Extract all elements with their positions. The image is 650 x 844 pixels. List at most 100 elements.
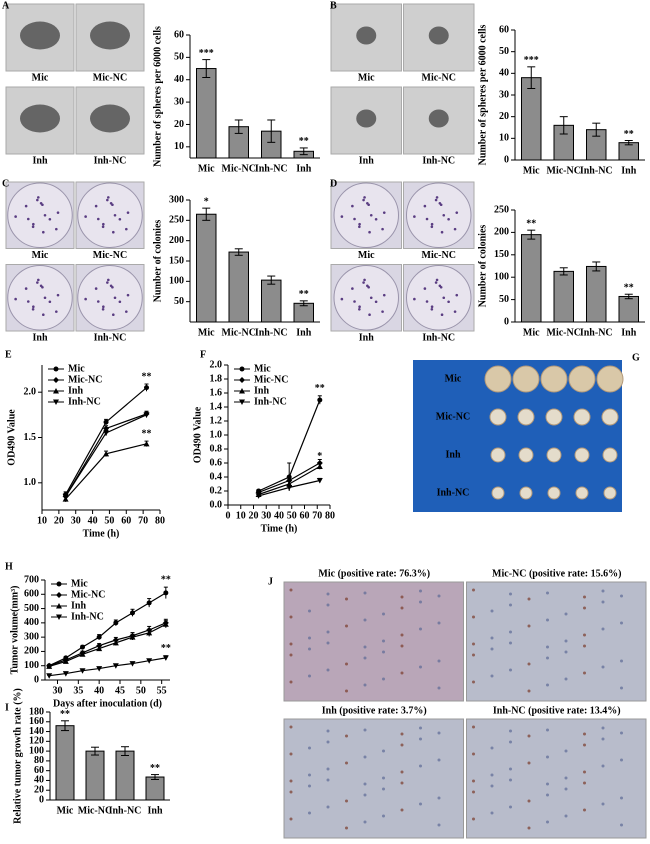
y-tick-label: 1.0 [24,477,37,488]
y-tick-label: 50 [174,296,184,307]
tumor [596,365,624,393]
y-tick-label: 100 [24,660,39,671]
y-tick-label: 200 [24,646,39,657]
marker [146,629,153,636]
colony [363,278,366,282]
photo-caption: Inh (positive rate: 3.7%) [322,705,427,716]
x-tick-label: 60 [300,510,310,521]
colony [106,281,109,284]
x-tick-label: Inh-NC [255,327,288,338]
cell [509,778,512,782]
significance: ** [624,283,634,294]
cell [363,782,367,786]
marker [316,463,323,469]
photo [283,718,464,839]
x-tick-label: 10 [236,510,246,521]
photo-caption: Inh-NC [94,332,127,343]
marker [316,460,323,466]
colony [56,211,60,214]
cell [326,805,330,809]
colony [42,230,45,234]
y-tick-label: 60 [499,24,509,35]
x-tick-label: Inh [621,165,636,176]
panel-letter: C [2,178,9,189]
cell [583,770,586,774]
cell [472,790,475,794]
cell [490,773,494,777]
x-tick-label: 70 [312,510,322,521]
y-tick-label: 100 [494,271,509,282]
row-label: Inh [445,449,460,460]
photo-caption: Mic [358,72,375,83]
marker [129,661,136,667]
colony [32,222,35,226]
y-tick-label: 60 [174,29,184,40]
cell [345,624,348,628]
sphere [356,109,377,128]
x-tick-label: 80 [155,515,165,526]
marker [80,644,85,650]
sphere [428,26,449,45]
colony [340,215,344,218]
cell [620,594,623,598]
cell [308,784,311,788]
x-tick-label: 50 [104,515,114,526]
marker [112,663,119,669]
tumor [518,447,534,463]
series-line [48,592,167,667]
photo-caption: Inh [32,332,47,343]
y-tick-label: 300 [169,194,184,205]
y-tick-label: 2.0 [24,386,37,397]
marker [46,663,53,669]
cell [509,603,512,607]
cell [437,731,441,735]
cell [472,817,475,821]
marker [112,639,119,646]
marker [130,610,135,616]
marker [144,385,150,391]
cell [620,823,623,827]
colony [438,201,442,205]
colony [36,198,39,202]
series-line [48,622,167,667]
cell [437,594,441,598]
cell [400,606,404,610]
x-tick-label: 30 [71,515,81,526]
y-tick-label: 0.0 [210,499,223,510]
colony [48,300,52,304]
cell [326,767,330,771]
sphere [20,21,60,50]
photo-caption: Mic-NC [422,72,456,83]
x-tick-label: 30 [53,685,63,696]
tumor [512,365,540,393]
colony [14,297,17,301]
cell [583,644,586,648]
cell [583,606,586,610]
colony [453,310,457,313]
colony [351,204,354,208]
y-tick-label: 30 [499,89,509,100]
y-tick-label: 500 [24,603,39,614]
colony [48,217,52,221]
significance: ** [526,218,536,229]
marker [143,440,150,447]
cell [620,686,623,690]
x-tick-label: Inh [621,327,636,338]
cell [546,793,549,797]
marker [79,651,86,657]
colony [96,217,100,221]
y-tick-label: 40 [174,74,184,85]
cell [289,779,293,783]
x-tick-label: 80 [325,510,335,521]
significance: ** [161,574,171,585]
cell [326,668,330,672]
colony [32,305,35,308]
dish [406,182,472,248]
bar [261,279,282,323]
panel-letter: E [5,349,12,360]
colony [112,313,115,317]
colony [362,198,365,202]
colony [430,225,434,229]
colony [31,225,35,229]
